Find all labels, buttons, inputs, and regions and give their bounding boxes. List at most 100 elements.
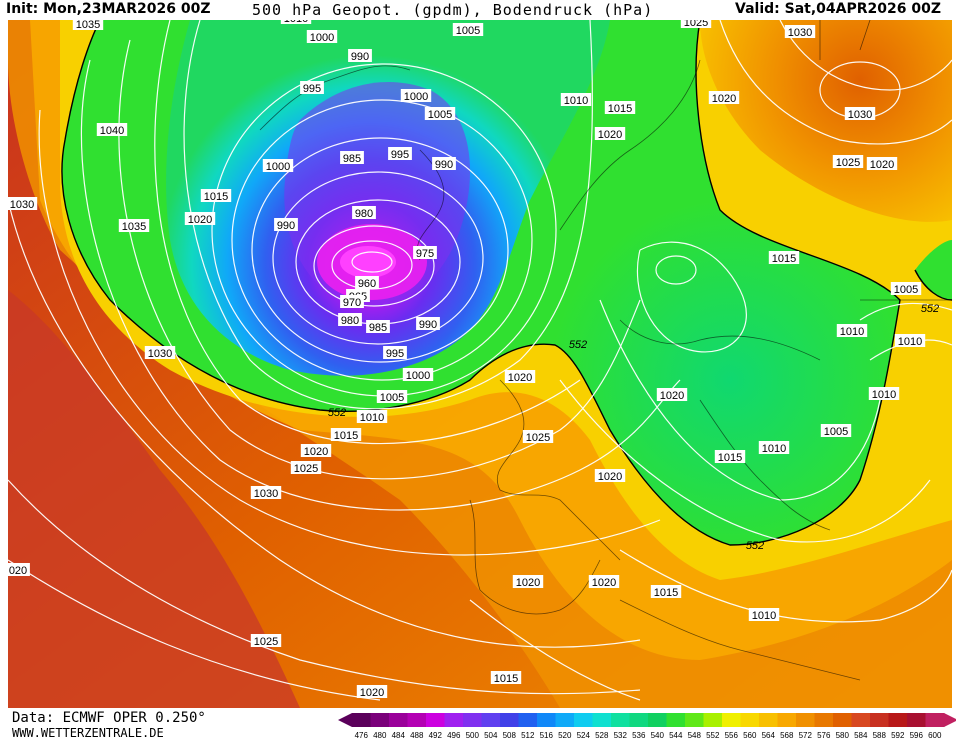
isobar-label: 1030	[848, 109, 872, 121]
isobar-label: 1020	[712, 93, 736, 105]
isobar-label-box	[72, 20, 104, 30]
isobar-label: 985	[343, 153, 361, 165]
isobar-label: 1025	[254, 636, 278, 648]
scale-label: 552	[706, 731, 720, 740]
isobar-label-box	[452, 23, 484, 36]
isobar-label: 1015	[608, 103, 632, 115]
isobar-label: 990	[419, 319, 437, 331]
isobar-label-box	[832, 155, 864, 168]
isobar-label-box	[352, 206, 376, 219]
isobar-label: 1010	[762, 443, 786, 455]
data-source: Data: ECMWF OPER 0.250°	[12, 710, 206, 726]
isobar-label: 1020	[360, 687, 384, 699]
isobar-label-box	[262, 159, 294, 172]
isobar-label: 1025	[294, 463, 318, 475]
isobar-label-box	[594, 127, 626, 140]
scale-swatch	[463, 713, 482, 727]
scale-label: 556	[725, 731, 739, 740]
scale-swatch	[389, 713, 408, 727]
isobar-label: 975	[416, 248, 434, 260]
scale-swatch	[833, 713, 852, 727]
scale-label: 576	[817, 731, 831, 740]
scale-swatch	[537, 713, 556, 727]
isobar-label-box	[748, 608, 780, 621]
isobar-label-box	[376, 390, 408, 403]
isobar-label-box	[300, 444, 332, 457]
isobar-label: 1025	[836, 157, 860, 169]
isobar-label-box	[714, 450, 746, 463]
scale-label: 516	[540, 731, 554, 740]
isobar-label-box	[820, 424, 852, 437]
scale-swatch	[740, 713, 760, 727]
scale-label: 476	[355, 731, 369, 740]
isobar-label: 1030	[788, 27, 812, 39]
scale-label: 536	[632, 731, 646, 740]
isobar-label-box	[356, 410, 388, 423]
scale-swatch	[500, 713, 519, 727]
scale-swatch	[611, 713, 630, 727]
isobar-label: 1030	[148, 348, 172, 360]
scale-swatch	[648, 713, 667, 727]
isobar-label: 1000	[266, 161, 290, 173]
contour-label: 552	[569, 339, 587, 351]
scale-swatch	[925, 713, 945, 727]
isobar-label: 1035	[76, 20, 100, 31]
scale-label: 588	[873, 731, 887, 740]
isobar-label-box	[383, 346, 407, 359]
isobar-lines	[8, 20, 952, 701]
isobar-label-box	[356, 685, 388, 698]
scale-swatch	[796, 713, 815, 727]
isobar-label: 1005	[428, 109, 452, 121]
map-title: 500 hPa Geopot. (gpdm), Bodendruck (hPa)	[252, 1, 654, 19]
scale-label: 480	[373, 731, 387, 740]
isobar-label-box	[758, 441, 790, 454]
isobar-label: 1020	[598, 471, 622, 483]
isobar-label: 1010	[284, 20, 308, 25]
isobar-label: 1020	[508, 372, 532, 384]
scale-label: 524	[577, 731, 591, 740]
isobar-label: 1010	[898, 336, 922, 348]
isobar-label: 1025	[526, 432, 550, 444]
scale-label: 492	[429, 731, 443, 740]
scale-swatch	[352, 713, 371, 727]
isobar-label: 960	[358, 278, 376, 290]
isobar-label: 1010	[840, 326, 864, 338]
isobar-label: 1010	[564, 95, 588, 107]
isobar-label-box	[490, 671, 522, 684]
scale-swatch	[481, 713, 501, 727]
scale-label: 508	[503, 731, 517, 740]
isobar-label: 980	[341, 315, 359, 327]
isobar-label: 1030	[10, 199, 34, 211]
isobar-label-box	[680, 20, 712, 28]
isobar-labels: 1035101010009901005102510309951000101010…	[8, 20, 926, 699]
isobar-label-box	[96, 123, 128, 136]
scale-arrow-right	[944, 713, 956, 727]
scale-swatch	[574, 713, 593, 727]
low-eye	[340, 246, 396, 278]
isobar-label-box	[594, 469, 626, 482]
isobar-label: 1000	[310, 32, 334, 44]
scale-label: 580	[836, 731, 850, 740]
scale-label: 484	[392, 731, 406, 740]
scale-swatch	[666, 713, 686, 727]
isobar-label-box	[844, 107, 876, 120]
isobar-label: 1030	[254, 488, 278, 500]
scale-label: 520	[558, 731, 572, 740]
isobar-label-box	[413, 246, 437, 259]
scale-swatch	[592, 713, 612, 727]
scale-label: 560	[743, 731, 757, 740]
scale-swatch	[870, 713, 889, 727]
coastlines	[259, 20, 952, 681]
isobar-label: 1020	[598, 129, 622, 141]
isobar-label: 1005	[824, 426, 848, 438]
isobar-label: 1015	[494, 673, 518, 685]
scale-swatch	[851, 713, 871, 727]
scale-swatch	[777, 713, 797, 727]
isobar-label-box	[118, 219, 150, 232]
isobar-label-box	[348, 49, 372, 62]
isobar-label-box	[200, 189, 232, 202]
isobar-label-box	[504, 370, 536, 383]
contour-label: 552	[921, 303, 939, 315]
scale-swatch	[629, 713, 649, 727]
scale-swatch	[407, 713, 427, 727]
